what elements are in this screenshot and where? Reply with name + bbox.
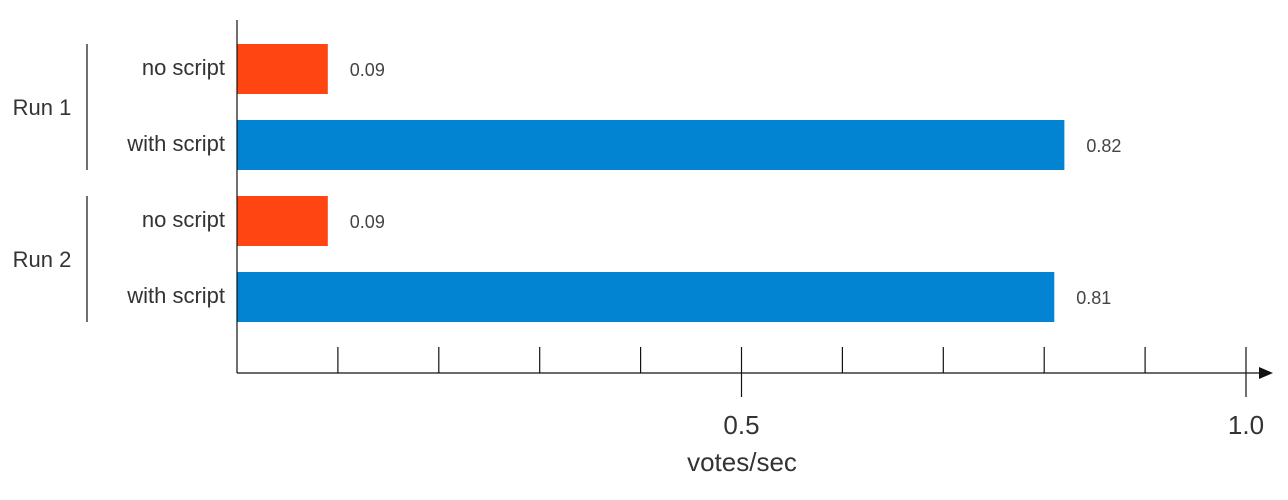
labels-layer: Run 1 no script 0.09 with script 0.82 Run 2 no… xyxy=(13,55,1122,308)
value-label-run-1-with-script: 0.82 xyxy=(1086,136,1121,156)
category-label-run-2-no-script: no script xyxy=(142,207,225,232)
x-axis-arrow-icon xyxy=(1259,367,1273,379)
bar-run-1-no-script xyxy=(237,44,328,94)
group-label-run-1: Run 1 xyxy=(13,95,72,120)
category-label-run-2-with-script: with script xyxy=(126,283,225,308)
category-label-run-1-no-script: no script xyxy=(142,55,225,80)
axes-layer: 0.5 1.0 xyxy=(236,20,1273,440)
value-label-run-1-no-script: 0.09 xyxy=(350,60,385,80)
x-tick-label-0: 0.5 xyxy=(723,410,759,440)
x-axis-title: votes/sec xyxy=(687,447,797,477)
bar-run-2-with-script xyxy=(237,272,1055,322)
value-label-run-2-no-script: 0.09 xyxy=(350,212,385,232)
value-label-run-2-with-script: 0.81 xyxy=(1076,288,1111,308)
x-tick-label-1: 1.0 xyxy=(1228,410,1264,440)
group-label-run-2: Run 2 xyxy=(13,247,72,272)
category-label-run-1-with-script: with script xyxy=(126,131,225,156)
bars-layer xyxy=(237,44,1065,322)
bar-run-1-with-script xyxy=(237,120,1065,170)
bar-run-2-no-script xyxy=(237,196,328,246)
